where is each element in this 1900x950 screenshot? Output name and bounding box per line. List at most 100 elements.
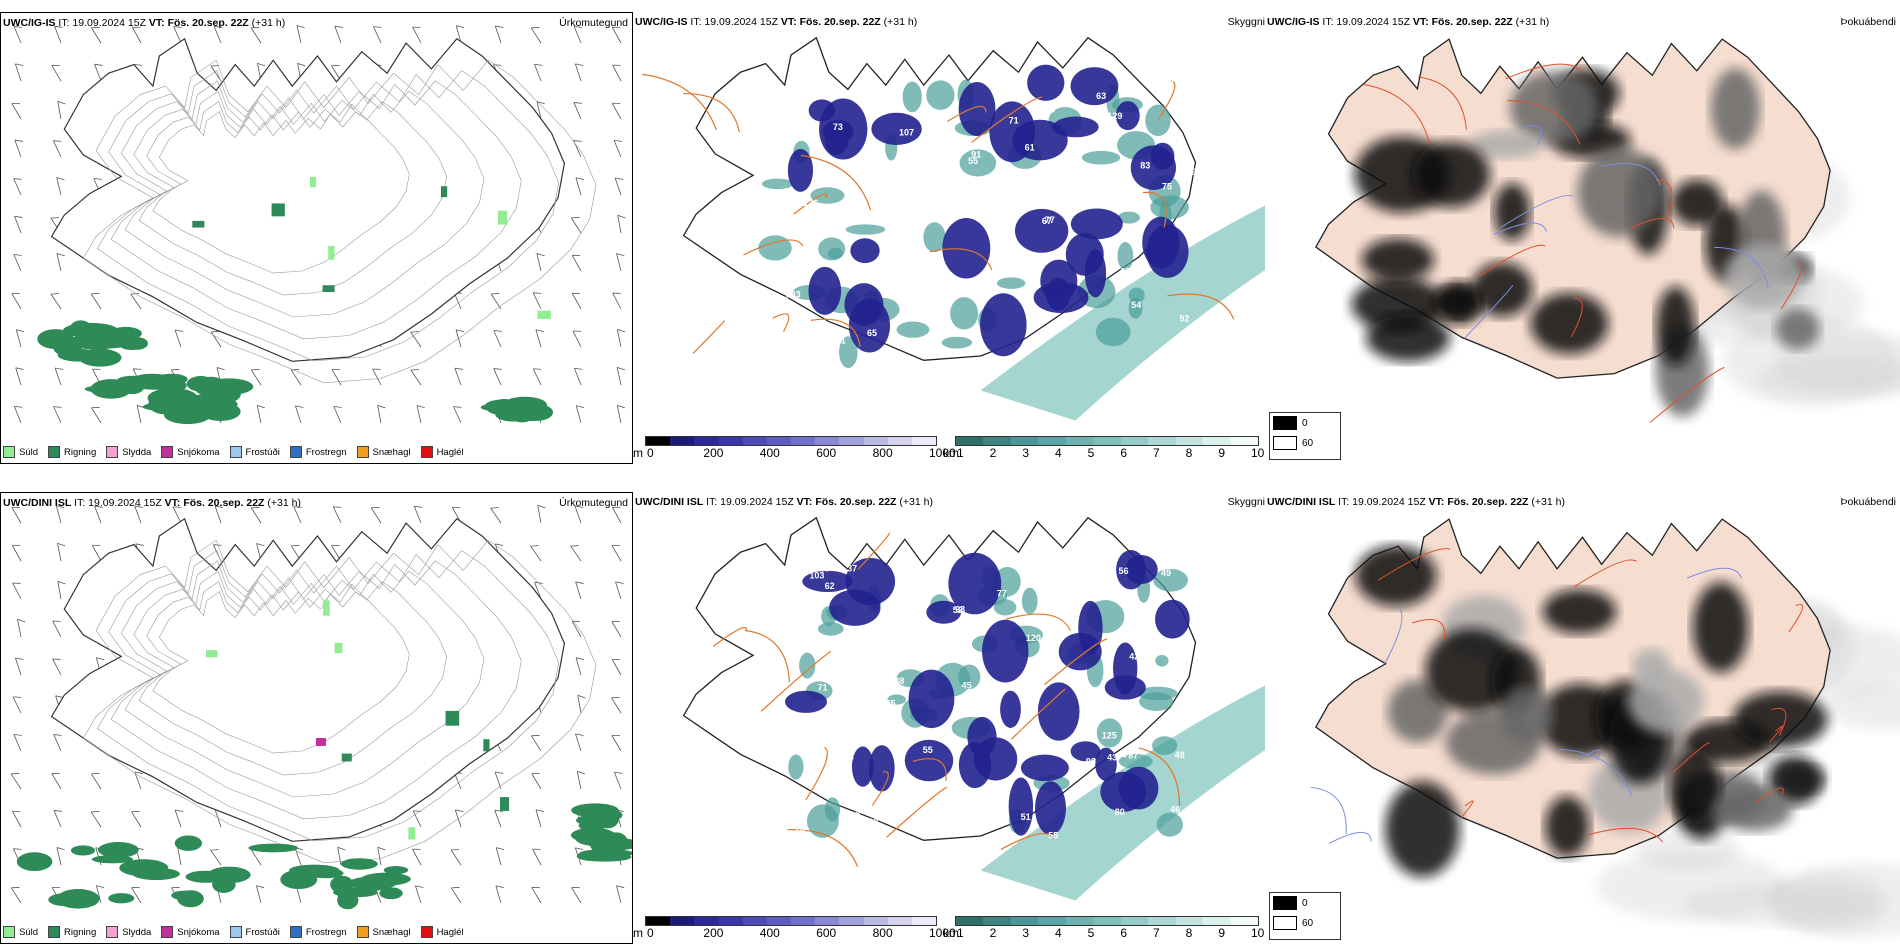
wind-barb [95,885,105,904]
drizzle-spot [334,642,343,654]
terrain-contour [82,539,597,864]
fog-index-blob [1775,308,1820,350]
wind-barb [53,406,62,424]
legend-swatch [229,926,242,938]
terrain-contour [138,581,447,776]
fog-index-blob [1361,238,1434,282]
ceiling-value-label: 103 [786,289,801,299]
offshore-fog [980,205,1265,421]
wind-barb [10,887,22,904]
ceiling-value-label: 78 [765,209,775,219]
ceiling-value-label: 41 [781,261,791,271]
road [912,758,947,781]
precip-type-panel-bottom: UWC/DINI ISL IT: 19.09.2024 15Z VT: Fös.… [0,492,633,944]
low-ceiling-area [784,690,828,713]
ceiling-value-label: 43 [1107,753,1117,763]
low-ceiling-area [1130,145,1177,190]
wind-barb [213,25,223,44]
wind-barb [172,506,182,524]
wind-barb [13,405,23,424]
wind-barb [616,405,626,424]
rain-patch [588,838,632,851]
wind-barb [412,810,422,828]
scale-tick-label: 200 [703,926,724,940]
scale-tick-label: 6 [1120,446,1128,460]
drizzle-spot [483,739,490,752]
wind-barb [532,848,542,866]
fog-index-blob [1366,313,1450,362]
ceiling-value-label: 71 [818,682,828,692]
low-visibility-area [799,652,816,679]
wind-barb [494,809,503,828]
scale-tick-label: 9 [1218,926,1226,940]
legend-swatch [420,926,433,938]
fog-legend-label: 60 [1302,917,1314,929]
legend-label: Slydda [122,446,152,458]
rain-patch [518,404,546,422]
fog-legend: 0 60 [1269,412,1341,460]
legend-swatch [289,446,302,458]
low-ceiling-area [908,669,955,729]
wind-barb [332,506,342,524]
wind-barb [90,293,102,310]
road [1586,827,1663,843]
road [1500,195,1573,229]
wind-barb [15,367,24,386]
road [1559,748,1633,797]
ceiling-value-label: 339 [907,197,922,207]
ceiling-value-label: 102 [1154,74,1169,84]
ceiling-value-label: 77 [1045,215,1055,225]
sea-haze [1766,872,1889,933]
low-ceiling-area [851,746,874,787]
legend-label: Frostregn [305,926,347,938]
legend-item: Frostúði [229,446,280,458]
road [1310,786,1347,835]
snow-spot [316,738,326,746]
terrain-contour [138,101,447,296]
ceiling-value-label: 93 [1086,757,1096,767]
low-visibility-area [1081,150,1121,165]
ceiling-value-label: 47 [974,795,984,805]
wind-barb [416,405,425,424]
ceiling-value-label: 83 [1140,160,1150,170]
low-ceiling-area [1116,549,1146,590]
ceiling-value-label: 67 [1042,216,1052,226]
fog-index-blob [1656,286,1695,366]
sea-haze [1596,850,1787,922]
iceland-ceiling-map: 78 91 103 69 92 22 73 63 71 102 71 91 91 52 87 49 55 41 46… [642,36,1265,421]
rain-patch [487,404,523,416]
wind-barb [337,846,346,866]
legend-item: Frostregn [289,446,347,458]
drizzle-spot [497,210,508,225]
rain-patch [57,348,100,362]
ceiling-value-label: 77 [997,589,1007,599]
road [1756,787,1784,803]
road [1769,725,1784,743]
road [1520,125,1542,146]
road [1010,688,1066,740]
legend-item: Snæhagl [356,446,411,458]
wind-barb [415,885,424,904]
wind-barb [570,217,582,234]
rain-patch [69,320,92,338]
ceiling-value-label: 48 [894,676,904,686]
wind-barb [574,505,584,524]
ceiling-value-label: 51 [1021,812,1031,822]
wind-barb [454,367,463,386]
fog-index-blob [1710,68,1760,150]
low-ceiling-area [1046,277,1071,311]
terrain-contour [152,591,410,754]
legend-label: Súld [19,926,39,938]
wind-barb [50,293,62,310]
wind-barb [90,773,102,790]
scale-tick-label: 400 [759,446,780,460]
scale-tick-label: 0 [647,926,654,940]
ceiling-value-label: 69 [1045,104,1055,114]
terrain-contour [110,80,522,340]
ceiling-vis-panel-top: UWC/IG-IS IT: 19.09.2024 15Z VT: Fös. 20… [633,12,1265,464]
low-visibility-area [958,664,981,690]
road [1788,604,1804,633]
low-ceiling-area [989,101,1035,163]
ceiling-value-label: 70 [934,137,944,147]
terrain-contour [152,111,410,274]
